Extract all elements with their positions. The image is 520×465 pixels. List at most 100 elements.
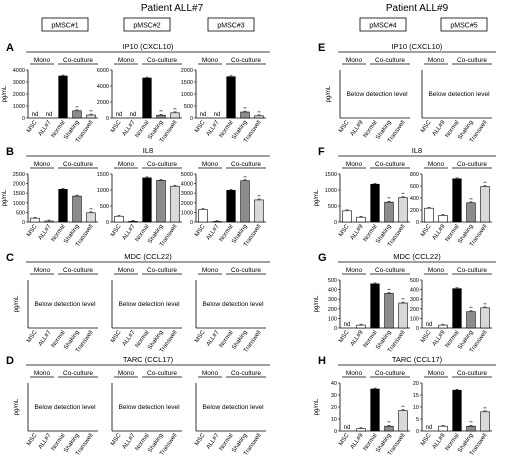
bar [480, 307, 490, 329]
y-tick-label: 0 [106, 116, 109, 122]
y-tick-label: 1000 [97, 188, 109, 194]
coculture-label: Co-culture [231, 57, 261, 64]
mono-label: Mono [34, 57, 51, 64]
y-tick-label: 10 [413, 405, 419, 411]
x-tick-label: MSC [110, 223, 123, 238]
mono-label: Mono [346, 370, 363, 377]
significance-mark: ** [387, 196, 391, 201]
bar [480, 411, 490, 432]
y-tick-label: 0 [22, 116, 25, 122]
header-box-label: pMSC#3 [217, 23, 244, 30]
y-tick-label: 1000 [325, 188, 337, 194]
y-tick-label: 500 [184, 104, 193, 110]
y-tick-label: 1500 [13, 191, 25, 197]
significance-mark: ** [387, 420, 391, 425]
bar [398, 197, 408, 223]
y-tick-label: 1500 [97, 172, 109, 178]
coculture-label: Co-culture [375, 370, 405, 377]
x-tick-label: MSC [110, 119, 123, 134]
x-tick-label: MSC [420, 119, 433, 134]
significance-mark: ** [483, 302, 487, 307]
header-box-label: pMSC#2 [133, 23, 160, 30]
y-tick-label: 2000 [181, 68, 193, 74]
y-tick-label: 20 [413, 381, 419, 387]
coculture-label: Co-culture [147, 57, 177, 64]
y-tick-label: 0 [190, 116, 193, 122]
y-axis-label: pg/mL [14, 295, 20, 312]
bar [44, 220, 54, 223]
significance-mark: ** [257, 194, 261, 199]
y-tick-label: 40 [331, 381, 337, 387]
mono-label: Mono [428, 370, 445, 377]
y-axis-label: pg/mL [314, 189, 320, 206]
y-tick-label: 200 [410, 307, 419, 313]
y-tick-label: 3000 [181, 191, 193, 197]
header-box [207, 17, 255, 32]
y-axis-label: pg/mL [326, 85, 332, 102]
bar [58, 75, 68, 119]
y-tick-label: 600 [410, 184, 419, 190]
nd-label: nd [200, 112, 207, 118]
bar [72, 195, 82, 223]
y-tick-label: 0 [416, 429, 419, 435]
coculture-label: Co-culture [63, 161, 93, 168]
significance-mark: ** [257, 110, 261, 115]
patient-b-title: Patient ALL#9 [386, 3, 449, 14]
coculture-label: Co-culture [375, 57, 405, 64]
panel: Mono Co-culture pg/mL 0 500 1000 1500 2000 2500 *… [2, 161, 98, 248]
row-title: IL8 [412, 146, 422, 155]
bar [438, 215, 448, 223]
below-detection-label: Below detection level [34, 301, 96, 308]
panel: Mono Co-culture 0 1000 2000 3000 4000 5000 ** ** M… [181, 161, 266, 248]
y-tick-label: 0 [334, 429, 337, 435]
coculture-label: Co-culture [231, 370, 261, 377]
mono-label: Mono [346, 161, 363, 168]
y-tick-label: 0 [190, 220, 193, 226]
panel: Mono Co-culture pg/mL Below detection level… [14, 267, 98, 354]
bar [240, 180, 250, 223]
panel: Mono Co-culture 0 500 1000 1500 2000 nd nd ** ** MS… [181, 57, 266, 144]
header-box [123, 17, 171, 32]
mono-label: Mono [34, 370, 51, 377]
bar [424, 207, 434, 223]
significance-mark: ** [243, 175, 247, 180]
y-tick-label: 1000 [181, 210, 193, 216]
y-tick-label: 0 [416, 220, 419, 226]
y-tick-label: 500 [16, 210, 25, 216]
y-tick-label: 800 [410, 172, 419, 178]
row-title: IP10 (CXCL10) [392, 42, 443, 51]
y-tick-label: 0 [416, 326, 419, 332]
significance-mark: ** [401, 297, 405, 302]
chart-row-B: B IL8 Mono Co-culture pg/mL 0 500 1000 1500 2000 2… [2, 146, 270, 248]
y-tick-label: 400 [410, 196, 419, 202]
mono-label: Mono [202, 161, 219, 168]
y-tick-label: 4000 [181, 182, 193, 188]
row-letter: F [318, 146, 325, 158]
y-tick-label: 500 [328, 204, 337, 210]
y-axis-label: pg/mL [314, 398, 320, 415]
x-tick-label: MSC [26, 223, 39, 238]
y-tick-label: 0 [22, 220, 25, 226]
bar [58, 189, 68, 223]
header-box [41, 17, 89, 32]
coculture-label: Co-culture [375, 161, 405, 168]
y-tick-label: 300 [410, 297, 419, 303]
row-letter: B [6, 146, 14, 158]
bar [254, 199, 264, 223]
x-tick-label: MSC [194, 119, 207, 134]
chart-row-D: D TARC (CCL17) Mono Co-culture pg/mL Below de… [6, 355, 270, 457]
x-tick-label: MSC [420, 432, 433, 447]
panel: Mono Co-culture pg/mL Below detection level… [326, 57, 410, 144]
nd-label: nd [426, 425, 433, 431]
bar [356, 428, 366, 432]
significance-mark: ** [401, 192, 405, 197]
bar [86, 114, 96, 119]
bar [114, 215, 124, 223]
bar [226, 190, 236, 223]
header-box [440, 17, 488, 32]
bar [156, 114, 166, 119]
y-axis-label: pg/mL [314, 295, 320, 312]
chart-row-G: G MDC (CCL22) Mono Co-culture pg/mL 0 100 200 30… [314, 252, 496, 354]
